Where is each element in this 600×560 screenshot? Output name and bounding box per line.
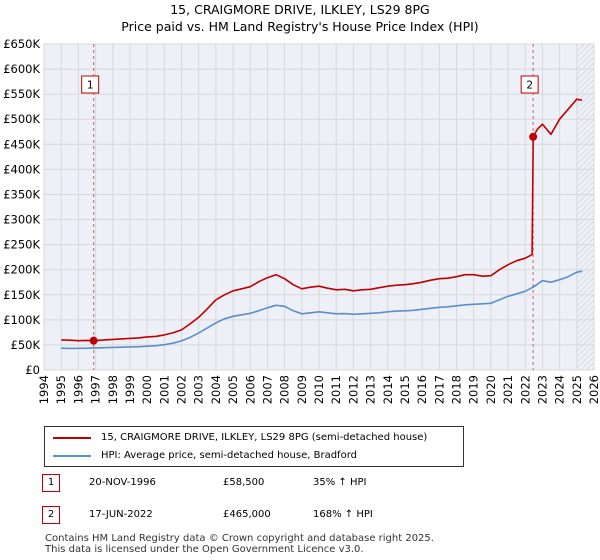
legend-label-property: 15, CRAIGMORE DRIVE, ILKLEY, LS29 8PG (s… xyxy=(101,432,428,443)
sale-point xyxy=(89,336,98,345)
x-tick-label: 2007 xyxy=(260,375,274,404)
footer-licence: This data is licensed under the Open Gov… xyxy=(45,544,364,555)
price-chart: £0 £50K £100K £150K £200K £250K £300K £350K £400… xyxy=(3,37,600,404)
x-tick-label: 2017 xyxy=(432,375,446,404)
x-tick-label: 2000 xyxy=(140,375,154,404)
marker-label: 1 xyxy=(87,80,94,92)
x-tick-label: 2019 xyxy=(467,375,481,404)
transaction-row: 2 17-JUN-2022 £465,000 168% ↑ HPI xyxy=(0,505,600,527)
y-tick-label: £400K xyxy=(3,162,40,176)
marker-label: 2 xyxy=(526,80,533,92)
x-tick-label: 2001 xyxy=(157,375,171,404)
legend-line-hpi xyxy=(53,455,91,457)
transaction-price: £465,000 xyxy=(223,509,271,520)
x-tick-label: 1996 xyxy=(71,375,85,404)
x-tick-label: 2023 xyxy=(535,375,549,404)
transaction-date: 20-NOV-1996 xyxy=(89,477,156,488)
x-tick-label: 2018 xyxy=(450,375,464,404)
x-tick-label: 2008 xyxy=(278,375,292,404)
transaction-number: 2 xyxy=(42,506,60,524)
y-tick-label: £200K xyxy=(3,263,40,277)
y-tick-label: £100K xyxy=(3,313,40,327)
x-tick-label: 1998 xyxy=(106,375,120,404)
y-tick-label: £350K xyxy=(3,187,40,201)
chart-subtitle: Price paid vs. HM Land Registry's House … xyxy=(121,19,479,34)
y-tick-label: £150K xyxy=(3,288,40,302)
series-line-hpi xyxy=(61,270,583,350)
x-tick-label: 1994 xyxy=(37,375,51,404)
x-tick-label: 2013 xyxy=(364,375,378,404)
transaction-date: 17-JUN-2022 xyxy=(89,509,153,520)
x-tick-label: 2011 xyxy=(329,375,343,404)
transaction-price: £58,500 xyxy=(223,477,265,488)
x-tick-label: 2025 xyxy=(570,375,584,404)
x-tick-label: 2022 xyxy=(518,375,532,404)
x-tick-label: 2026 xyxy=(587,375,600,404)
transaction-row: 1 20-NOV-1996 £58,500 35% ↑ HPI xyxy=(0,473,600,495)
x-tick-label: 2015 xyxy=(398,375,412,404)
x-tick-label: 2021 xyxy=(501,375,515,404)
x-tick-label: 2014 xyxy=(381,375,395,404)
transaction-number: 1 xyxy=(42,474,60,492)
hatched-region xyxy=(576,44,594,370)
marker-box xyxy=(81,75,100,94)
y-tick-label: £0 xyxy=(25,363,40,377)
y-tick-label: £500K xyxy=(3,112,40,126)
y-tick-label: £250K xyxy=(3,238,40,252)
legend-line-property xyxy=(53,437,91,439)
y-tick-label: £650K xyxy=(3,37,40,51)
x-tick-label: 2010 xyxy=(312,375,326,404)
legend: 15, CRAIGMORE DRIVE, ILKLEY, LS29 8PG (s… xyxy=(44,426,464,467)
y-tick-label: £50K xyxy=(11,338,41,352)
x-tick-label: 2005 xyxy=(226,375,240,404)
x-tick-label: 1999 xyxy=(123,375,137,404)
series-line-property xyxy=(61,98,583,342)
marker-box xyxy=(520,75,539,94)
y-tick-label: £550K xyxy=(3,87,40,101)
sale-point xyxy=(529,132,538,141)
transaction-hpi: 35% ↑ HPI xyxy=(313,477,367,488)
transaction-hpi: 168% ↑ HPI xyxy=(313,509,373,520)
x-tick-label: 2020 xyxy=(484,375,498,404)
x-tick-label: 1995 xyxy=(54,375,68,404)
x-tick-label: 2016 xyxy=(415,375,429,404)
x-tick-label: 2009 xyxy=(295,375,309,404)
y-tick-label: £450K xyxy=(3,137,40,151)
legend-label-hpi: HPI: Average price, semi-detached house,… xyxy=(101,450,357,461)
x-tick-label: 1997 xyxy=(89,375,103,404)
chart-title: 15, CRAIGMORE DRIVE, ILKLEY, LS29 8PG xyxy=(170,2,430,17)
x-tick-label: 2002 xyxy=(175,375,189,404)
x-tick-label: 2004 xyxy=(209,375,223,404)
y-tick-label: £600K xyxy=(3,62,40,76)
y-tick-label: £300K xyxy=(3,213,40,227)
x-tick-label: 2012 xyxy=(346,375,360,404)
footer-copyright: Contains HM Land Registry data © Crown c… xyxy=(45,533,434,544)
x-tick-label: 2024 xyxy=(553,375,567,404)
x-tick-label: 2003 xyxy=(192,375,206,404)
x-tick-label: 2006 xyxy=(243,375,257,404)
